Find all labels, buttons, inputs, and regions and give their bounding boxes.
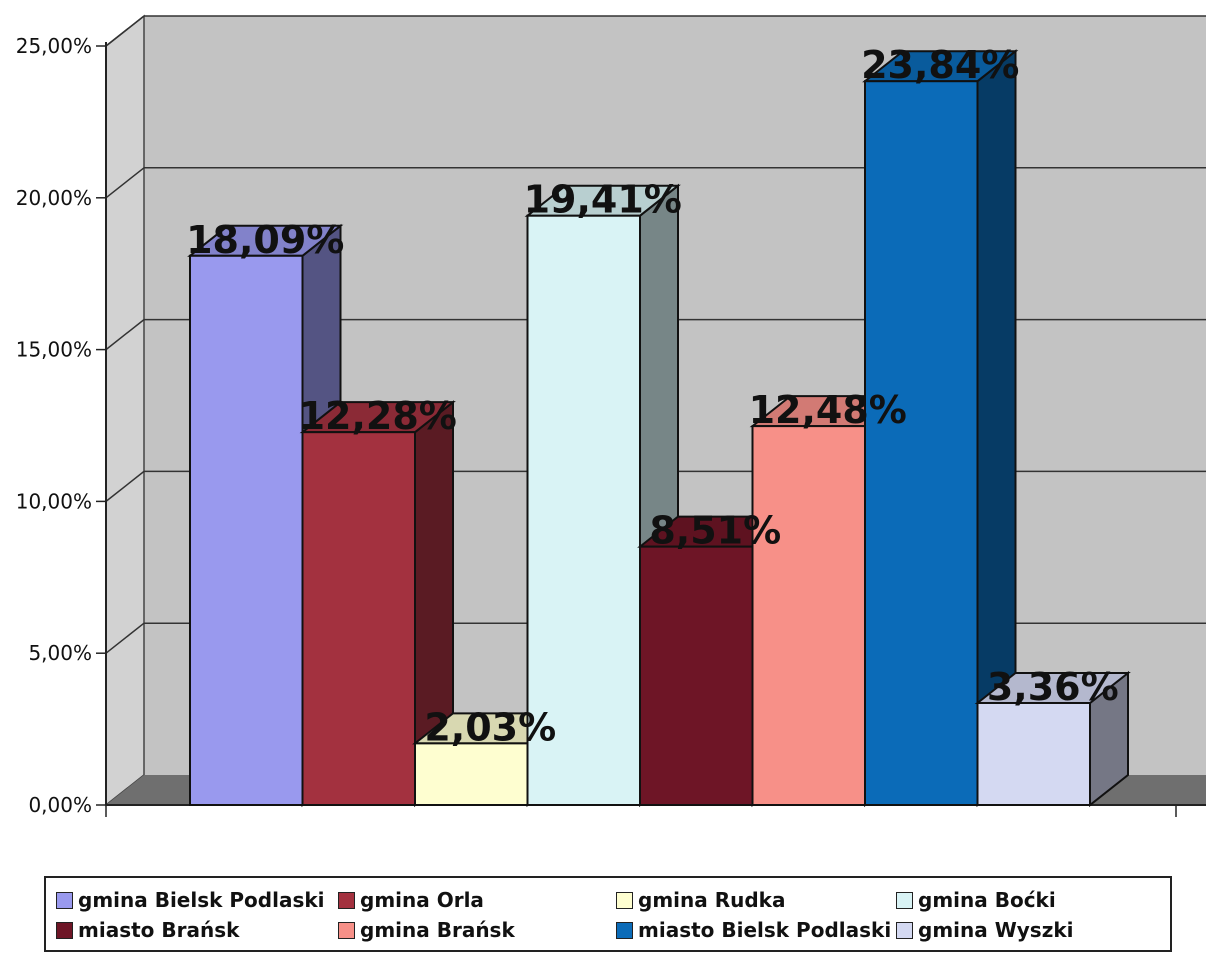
legend-swatch xyxy=(338,891,355,909)
bar-front xyxy=(414,742,529,806)
legend-item: gmina Bielsk Podlaski xyxy=(56,885,325,915)
bar-front xyxy=(639,545,754,806)
bar-8 xyxy=(974,670,1131,808)
data-label: 2,03% xyxy=(424,705,556,749)
legend-label: gmina Wyszki xyxy=(918,918,1074,942)
legend-swatch xyxy=(56,891,73,909)
legend-item: gmina Wyszki xyxy=(896,915,1074,945)
legend-item: gmina Rudka xyxy=(616,885,785,915)
legend: gmina Bielsk Podlaski gmina Orla gmina Rud… xyxy=(44,876,1172,952)
legend-item: miasto Bielsk Podlaski xyxy=(616,915,891,945)
legend-item: miasto Brańsk xyxy=(56,915,239,945)
legend-label: gmina Bielsk Podlaski xyxy=(78,888,325,912)
data-label: 23,84% xyxy=(861,43,1019,87)
bar-7 xyxy=(862,49,1019,808)
bar-front xyxy=(301,431,416,806)
legend-swatch xyxy=(338,921,355,939)
y-tick-label: 15,00% xyxy=(16,338,92,362)
y-tick-label: 5,00% xyxy=(28,641,92,665)
bar-front xyxy=(189,254,304,806)
data-label: 3,36% xyxy=(987,665,1119,709)
legend-label: miasto Brańsk xyxy=(78,918,240,942)
gridline-side xyxy=(105,167,145,199)
legend-label: gmina Brańsk xyxy=(360,918,515,942)
bars xyxy=(187,49,1131,808)
legend-swatch xyxy=(896,921,913,939)
legend-label: gmina Orla xyxy=(360,888,484,912)
side-wall xyxy=(105,14,145,807)
legend-label: gmina Rudka xyxy=(638,888,786,912)
data-label: 8,51% xyxy=(649,509,781,553)
bar-front xyxy=(864,80,979,807)
legend-item: gmina Boćki xyxy=(896,885,1056,915)
legend-swatch xyxy=(616,921,633,939)
y-tick-label: 25,00% xyxy=(16,34,92,58)
gridline-side xyxy=(105,319,145,351)
gridline-side xyxy=(105,622,145,654)
legend-swatch xyxy=(616,891,633,909)
bar-chart: 0,00% 5,00% 10,00% 15,00% 20,00% 25,00% 18,09… xyxy=(16,14,1206,817)
data-label: 12,48% xyxy=(749,388,907,432)
legend-item: gmina Brańsk xyxy=(338,915,515,945)
legend-item: gmina Orla xyxy=(338,885,484,915)
y-tick-label: 20,00% xyxy=(16,186,92,210)
bar-front xyxy=(751,425,866,806)
gridline-side xyxy=(105,15,145,47)
y-tick-label: 0,00% xyxy=(28,793,92,817)
gridline-side xyxy=(105,470,145,502)
bar-front xyxy=(526,214,641,806)
legend-swatch xyxy=(56,921,73,939)
legend-label: miasto Bielsk Podlaski xyxy=(638,918,892,942)
data-label: 18,09% xyxy=(186,218,344,262)
bar-2 xyxy=(299,400,456,808)
y-tick-label: 10,00% xyxy=(16,489,92,513)
data-label: 12,28% xyxy=(299,394,457,438)
data-labels: 18,09% 12,28% 2,03% 19,41% 8,51% 12,48% 23,84%… xyxy=(186,43,1119,749)
bar-front xyxy=(976,701,1091,807)
data-label: 19,41% xyxy=(524,178,682,222)
legend-swatch xyxy=(896,891,913,909)
legend-label: gmina Boćki xyxy=(918,888,1056,912)
